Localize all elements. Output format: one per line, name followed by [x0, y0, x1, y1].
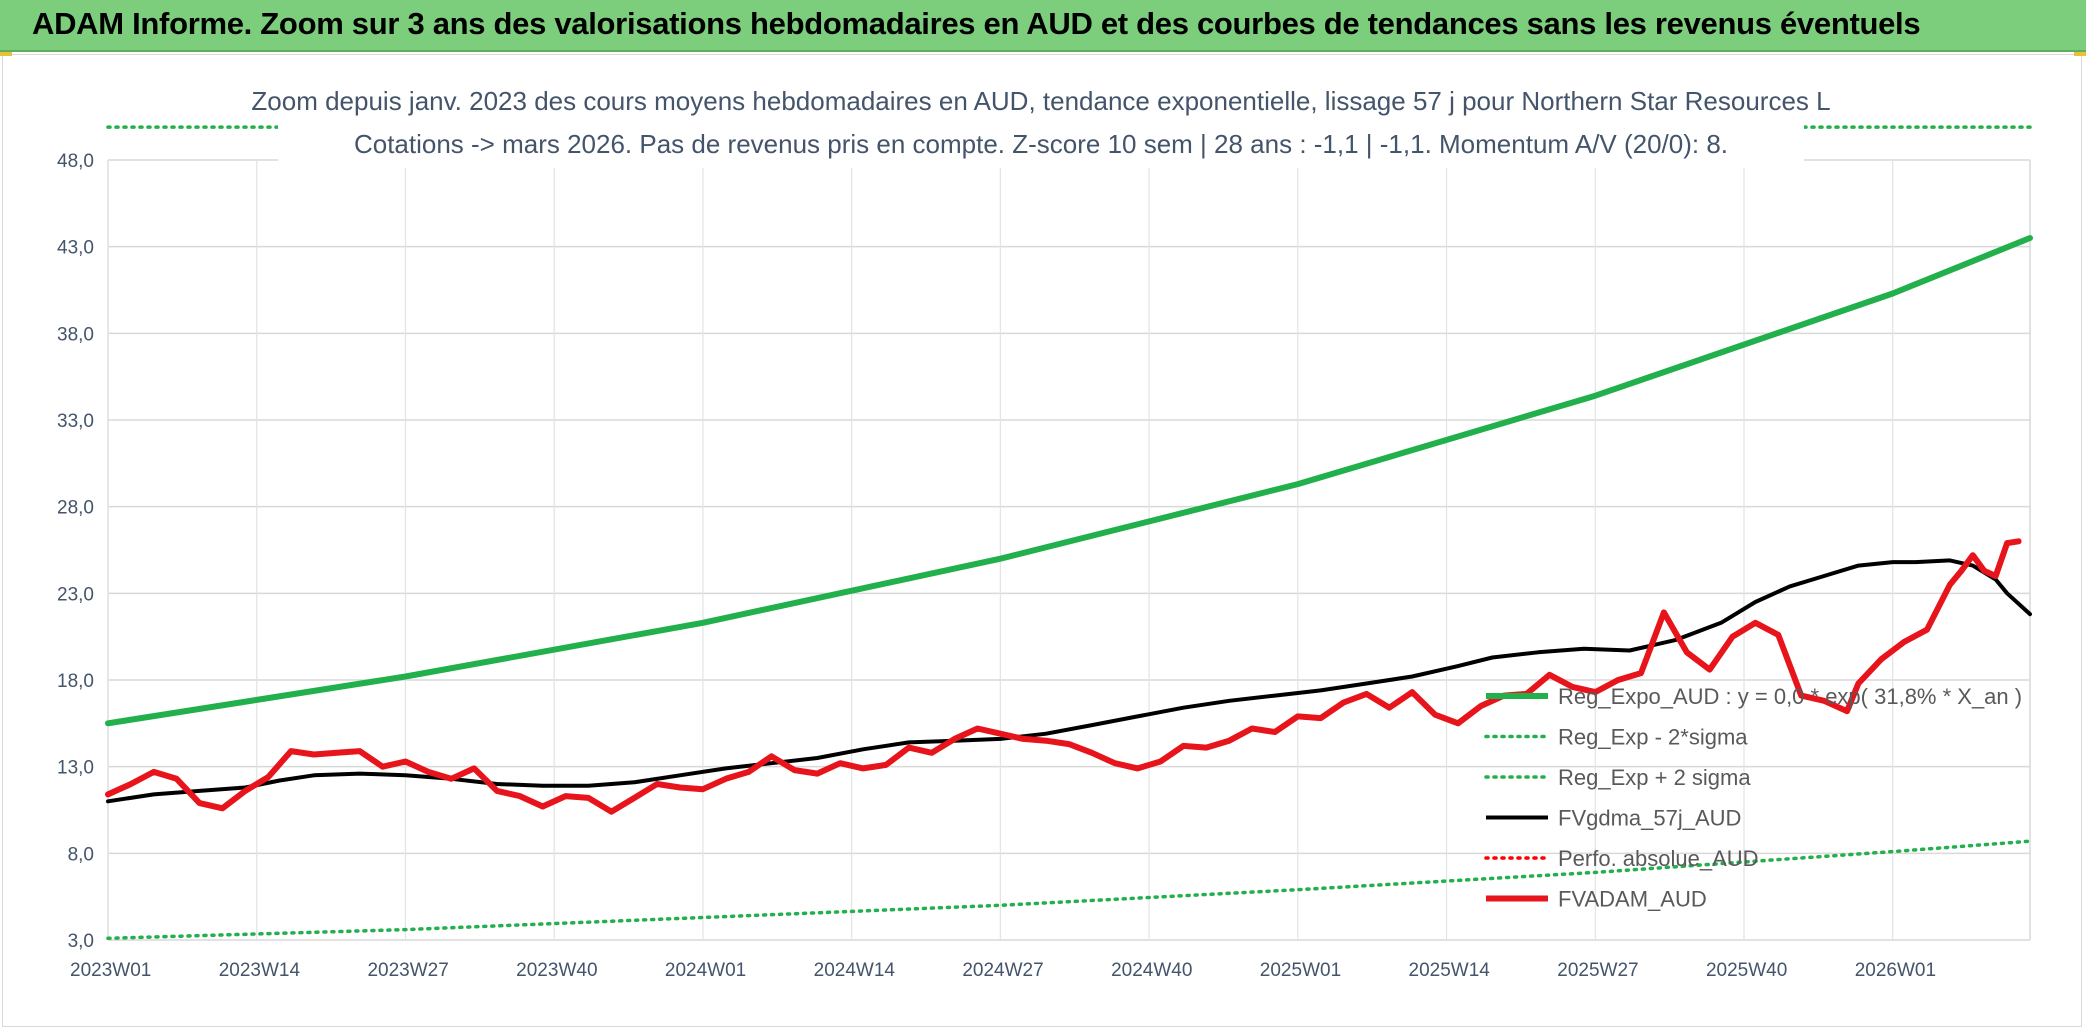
x-tick-label: 2023W01 [70, 960, 151, 981]
chart-legend: Reg_Expo_AUD : y = 0,0 * exp( 31,8% * X_… [1484, 684, 2022, 912]
x-tick-label: 2023W27 [367, 960, 448, 981]
y-tick-label: 33,0 [57, 411, 94, 432]
x-tick-label: 2025W40 [1706, 960, 1787, 981]
legend-label-0: Reg_Expo_AUD : y = 0,0 * exp( 31,8% * X_… [1558, 684, 2022, 709]
x-tick-label: 2025W14 [1409, 960, 1491, 981]
x-tick-label: 2024W01 [665, 960, 746, 981]
y-tick-label: 23,0 [57, 584, 94, 605]
x-tick-label: 2024W27 [962, 960, 1043, 981]
series-layer [105, 125, 2033, 941]
legend-label-4: Perfo. absolue_AUD [1558, 846, 1759, 871]
y-tick-label: 18,0 [57, 671, 94, 692]
x-tick-label: 2025W01 [1260, 960, 1341, 981]
y-tick-label: 8,0 [68, 844, 94, 865]
frame-corner-top-right [2074, 52, 2086, 56]
series-line-5 [105, 538, 2022, 815]
report-banner: ADAM Informe. Zoom sur 3 ans des valoris… [0, 0, 2086, 52]
legend-label-3: FVgdma_57j_AUD [1558, 806, 1741, 831]
frame-corner-top-left [0, 52, 12, 56]
x-tick-label: 2024W14 [814, 960, 896, 981]
legend-label-1: Reg_Exp - 2*sigma [1558, 725, 1748, 750]
legend-label-5: FVADAM_AUD [1558, 887, 1707, 912]
y-tick-label: 48,0 [57, 151, 94, 172]
y-tick-label: 13,0 [57, 758, 94, 779]
grid-layer [107, 159, 2031, 941]
x-axis: 2023W01 2023W14 2023W27 2023W40 2024W01 2024W… [70, 960, 1936, 981]
legend-label-2: Reg_Exp + 2 sigma [1558, 765, 1751, 790]
x-tick-label: 2024W40 [1111, 960, 1192, 981]
y-tick-label: 38,0 [57, 324, 94, 345]
series-line-1 [106, 839, 2032, 941]
subtitle-background [278, 82, 1804, 168]
x-tick-label: 2023W14 [219, 960, 301, 981]
y-tick-label: 28,0 [57, 498, 94, 519]
x-tick-label: 2023W40 [516, 960, 597, 981]
chart-subtitle: Zoom depuis janv. 2023 des cours moyens … [251, 82, 1831, 168]
y-tick-label: 3,0 [68, 931, 94, 952]
report-title: ADAM Informe. Zoom sur 3 ans des valoris… [32, 6, 1921, 41]
series-line-0 [105, 235, 2033, 727]
y-tick-label: 43,0 [57, 238, 94, 259]
x-tick-label: 2026W01 [1855, 960, 1936, 981]
subtitle-line-2: Cotations -> mars 2026. Pas de revenus p… [354, 129, 1728, 159]
x-tick-label: 2025W27 [1557, 960, 1638, 981]
subtitle-line-1: Zoom depuis janv. 2023 des cours moyens … [251, 86, 1830, 116]
chart-frame [2, 54, 2082, 1027]
y-axis: 3,0 8,0 13,0 18,0 23,0 28,0 33,0 38,0 43,0 48,0 [57, 151, 94, 952]
